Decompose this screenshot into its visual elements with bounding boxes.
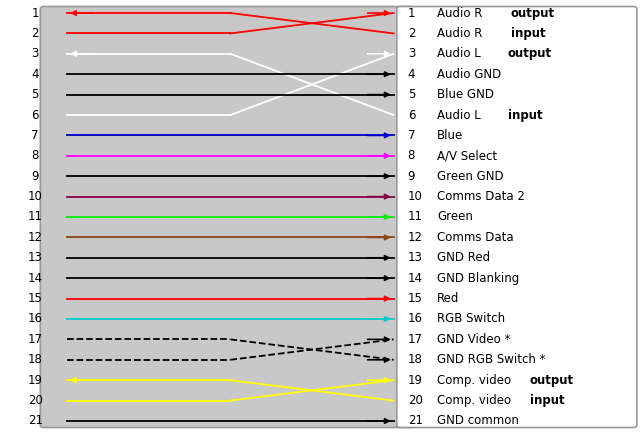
- Text: 7: 7: [408, 129, 415, 142]
- Text: 4: 4: [31, 68, 39, 81]
- Text: GND Blanking: GND Blanking: [437, 272, 520, 285]
- Text: 8: 8: [31, 149, 39, 162]
- Text: 17: 17: [28, 333, 43, 346]
- Text: Audio R: Audio R: [437, 27, 483, 40]
- Text: 6: 6: [31, 108, 39, 122]
- Text: 16: 16: [408, 312, 422, 326]
- Text: GND RGB Switch *: GND RGB Switch *: [437, 353, 546, 366]
- Text: Comp. video: Comp. video: [437, 374, 511, 387]
- Text: 9: 9: [408, 170, 415, 183]
- Text: 2: 2: [31, 27, 39, 40]
- Text: input: input: [530, 394, 564, 407]
- Text: 4: 4: [408, 68, 415, 81]
- Text: 17: 17: [408, 333, 422, 346]
- Text: Comms Data: Comms Data: [437, 231, 514, 244]
- Text: Audio GND: Audio GND: [437, 68, 501, 81]
- Text: 14: 14: [28, 272, 43, 285]
- Text: 21: 21: [408, 414, 422, 427]
- Text: 2: 2: [408, 27, 415, 40]
- Text: Comms Data 2: Comms Data 2: [437, 190, 525, 203]
- Text: Blue GND: Blue GND: [437, 88, 494, 101]
- Text: Red: Red: [437, 292, 460, 305]
- Text: Audio R: Audio R: [437, 7, 483, 20]
- Text: 16: 16: [28, 312, 43, 326]
- Text: 6: 6: [408, 108, 415, 122]
- Text: 19: 19: [408, 374, 422, 387]
- Text: Audio L: Audio L: [437, 47, 481, 60]
- Text: 1: 1: [31, 7, 39, 20]
- Text: output: output: [511, 7, 555, 20]
- Text: Audio L: Audio L: [437, 108, 481, 122]
- Text: 19: 19: [28, 374, 43, 387]
- FancyBboxPatch shape: [397, 7, 637, 427]
- Text: 12: 12: [28, 231, 43, 244]
- Text: input: input: [508, 108, 542, 122]
- Text: 10: 10: [408, 190, 422, 203]
- Text: Comp. video: Comp. video: [437, 394, 511, 407]
- Text: 18: 18: [28, 353, 43, 366]
- Text: 7: 7: [31, 129, 39, 142]
- Text: Green GND: Green GND: [437, 170, 504, 183]
- Text: 20: 20: [28, 394, 43, 407]
- Text: 5: 5: [31, 88, 39, 101]
- Text: 1: 1: [408, 7, 415, 20]
- Text: 18: 18: [408, 353, 422, 366]
- Text: 20: 20: [408, 394, 422, 407]
- Text: 21: 21: [28, 414, 43, 427]
- Text: GND Red: GND Red: [437, 251, 490, 264]
- Text: 9: 9: [31, 170, 39, 183]
- Text: 15: 15: [408, 292, 422, 305]
- Text: output: output: [530, 374, 574, 387]
- Text: A/V Select: A/V Select: [437, 149, 497, 162]
- Text: input: input: [511, 27, 545, 40]
- Text: GND common: GND common: [437, 414, 519, 427]
- Text: Green: Green: [437, 210, 473, 224]
- Text: 13: 13: [408, 251, 422, 264]
- Text: RGB Switch: RGB Switch: [437, 312, 505, 326]
- Text: 11: 11: [408, 210, 422, 224]
- Text: GND Video *: GND Video *: [437, 333, 511, 346]
- Text: 12: 12: [408, 231, 422, 244]
- Text: 15: 15: [28, 292, 43, 305]
- Text: output: output: [508, 47, 552, 60]
- Text: 3: 3: [31, 47, 39, 60]
- Text: 11: 11: [28, 210, 43, 224]
- FancyBboxPatch shape: [40, 7, 415, 427]
- Text: 13: 13: [28, 251, 43, 264]
- Text: 8: 8: [408, 149, 415, 162]
- Text: 10: 10: [28, 190, 43, 203]
- Text: Blue: Blue: [437, 129, 463, 142]
- Text: 14: 14: [408, 272, 422, 285]
- Text: 3: 3: [408, 47, 415, 60]
- Text: 5: 5: [408, 88, 415, 101]
